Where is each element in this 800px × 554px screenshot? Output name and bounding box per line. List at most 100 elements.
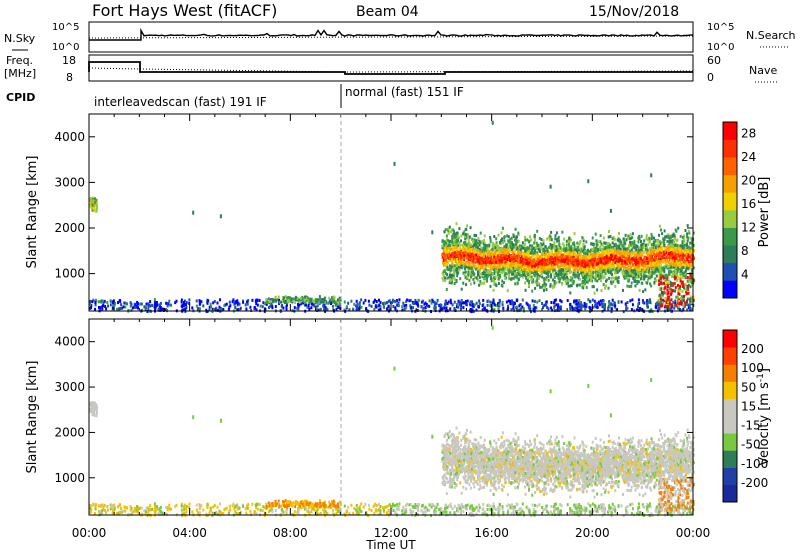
- power-pixel: [278, 300, 281, 304]
- power-pixel: [650, 252, 653, 256]
- power-pixel: [261, 305, 264, 309]
- power-pixel: [451, 241, 454, 245]
- power-pixel: [611, 241, 614, 245]
- power-pixel: [543, 248, 546, 252]
- power-pixel: [449, 244, 452, 247]
- power-pixel: [631, 303, 634, 307]
- power-pixel: [468, 249, 470, 253]
- power-pixel: [144, 308, 147, 311]
- power-pixel: [631, 244, 633, 248]
- power-pixel: [449, 278, 452, 281]
- power-pixel: [473, 273, 476, 277]
- power-pixel: [467, 252, 469, 256]
- power-pixel: [595, 242, 598, 246]
- power-pixel: [592, 275, 595, 279]
- power-pixel: [476, 270, 479, 274]
- power-pixel: [563, 264, 566, 268]
- power-pixel: [568, 271, 571, 275]
- power-pixel: [466, 275, 469, 279]
- power-pixel: [608, 230, 610, 233]
- power-pixel: [533, 299, 536, 303]
- power-pixel: [588, 252, 591, 256]
- power-pixel: [503, 248, 506, 251]
- power-pixel: [656, 262, 659, 266]
- power-pixel: [283, 296, 286, 300]
- power-pixel: [485, 277, 488, 281]
- power-pixel: [284, 300, 287, 304]
- power-pixel: [646, 302, 649, 305]
- power-pixel: [585, 275, 588, 279]
- power-pixel: [484, 251, 487, 255]
- power-pixel: [577, 245, 580, 249]
- power-pixel: [145, 306, 147, 310]
- power-pixel: [593, 246, 595, 250]
- power-pixel: [587, 298, 590, 302]
- power-pixel: [564, 255, 567, 259]
- power-pixel: [572, 280, 575, 283]
- power-pixel: [374, 298, 376, 302]
- power-pixel: [170, 303, 173, 307]
- power-pixel: [513, 263, 516, 267]
- power-pixel: [670, 243, 673, 247]
- power-pixel: [298, 298, 301, 302]
- power-pixel: [631, 269, 633, 273]
- power-pixel: [326, 307, 329, 311]
- power-pixel: [487, 269, 489, 273]
- power-pixel: [280, 300, 283, 304]
- power-pixel: [677, 244, 680, 248]
- power-pixel: [470, 267, 473, 271]
- power-pixel: [606, 241, 609, 245]
- power-pixel: [609, 271, 612, 275]
- power-pixel: [531, 277, 534, 281]
- power-pixel: [505, 262, 507, 266]
- power-pixel: [633, 251, 636, 255]
- power-pixel: [506, 289, 509, 293]
- power-pixel: [513, 251, 516, 254]
- freq-tick-bottom: 8: [66, 71, 73, 84]
- power-pixel: [467, 268, 470, 272]
- power-pixel: [684, 272, 687, 276]
- power-pixel: [691, 237, 694, 241]
- power-pixel: [545, 300, 548, 304]
- power-pixel: [578, 303, 581, 307]
- power-pixel: [501, 265, 504, 269]
- power-pixel: [448, 242, 451, 245]
- power-pixel: [509, 254, 512, 258]
- power-pixel: [451, 228, 454, 232]
- power-pixel: [667, 236, 670, 239]
- power-pixel: [619, 264, 622, 268]
- power-pixel: [539, 255, 542, 259]
- power-pixel: [669, 261, 672, 265]
- power-pixel: [483, 273, 486, 277]
- power-pixel: [537, 243, 540, 247]
- power-pixel: [442, 274, 445, 278]
- power-pixel: [515, 262, 518, 265]
- power-pixel: [498, 299, 501, 302]
- power-pixel: [561, 242, 564, 246]
- power-pixel: [576, 270, 579, 274]
- power-pixel: [594, 254, 597, 258]
- power-pixel: [681, 251, 684, 255]
- power-pixel: [468, 260, 470, 264]
- power-pixel: [667, 270, 670, 274]
- power-pixel: [561, 282, 563, 286]
- power-pixel: [246, 302, 249, 306]
- power-pixel: [649, 255, 652, 259]
- power-pixel: [255, 308, 258, 312]
- power-pixel: [450, 301, 453, 305]
- power-pixel: [353, 302, 356, 306]
- power-pixel: [504, 277, 507, 281]
- power-pixel: [514, 271, 517, 275]
- power-pixel: [444, 303, 446, 306]
- power-pixel: [616, 251, 619, 255]
- power-pixel: [590, 242, 593, 246]
- power-pixel: [443, 242, 446, 246]
- power-pixel: [462, 243, 464, 247]
- power-pixel: [516, 281, 519, 285]
- power-pixel: [112, 306, 114, 310]
- station-title: Fort Hays West (fitACF): [92, 1, 277, 20]
- power-pixel: [375, 300, 378, 303]
- power-pixel: [466, 263, 469, 267]
- power-pixel: [640, 268, 643, 272]
- power-pixel: [140, 302, 143, 306]
